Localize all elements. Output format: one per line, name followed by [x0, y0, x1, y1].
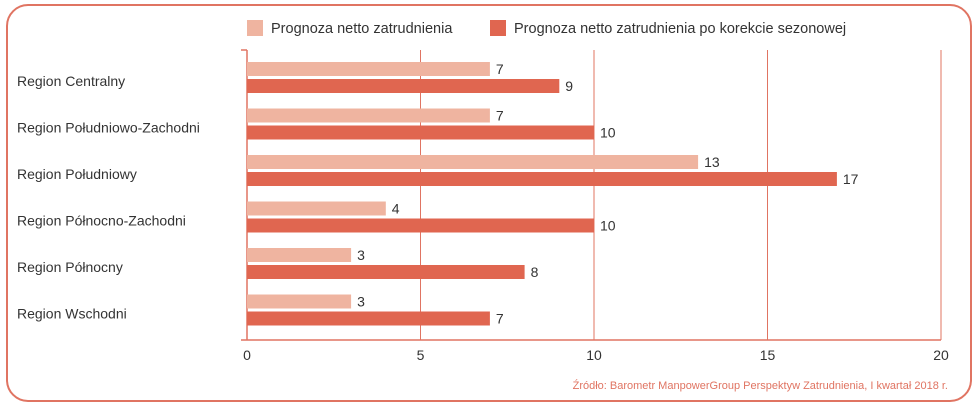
data-label: 7	[496, 311, 504, 327]
data-label: 4	[392, 201, 400, 217]
category-label: Region Wschodni	[17, 306, 127, 322]
data-label: 8	[531, 264, 539, 280]
data-label: 7	[496, 61, 504, 77]
category-label: Region Centralny	[17, 73, 125, 89]
bar	[247, 218, 594, 233]
category-label: Region Północny	[17, 259, 123, 275]
bar	[247, 311, 490, 326]
x-tick-label: 10	[586, 347, 602, 363]
category-label: Region Północno-Zachodni	[17, 213, 186, 229]
source-note: Źródło: Barometr ManpowerGroup Perspekty…	[573, 379, 948, 392]
x-tick-label: 5	[417, 347, 425, 363]
bar	[247, 108, 490, 123]
bar	[247, 155, 699, 169]
bar	[247, 294, 352, 309]
legend-label: Prognoza netto zatrudnienia	[271, 21, 453, 37]
data-label: 9	[565, 78, 573, 94]
data-label: 10	[600, 125, 616, 141]
data-label: 13	[704, 154, 720, 170]
legend-swatch	[247, 20, 263, 36]
bar	[247, 62, 490, 76]
data-label: 7	[496, 108, 504, 124]
category-label: Region Południowy	[17, 166, 137, 182]
data-label: 3	[357, 247, 365, 263]
chart-frame	[6, 4, 972, 402]
legend-swatch	[490, 20, 506, 36]
x-tick-label: 0	[243, 347, 251, 363]
data-label: 10	[600, 218, 616, 234]
bar	[247, 248, 352, 262]
bar	[247, 125, 594, 140]
data-label: 3	[357, 294, 365, 310]
legend-label: Prognoza netto zatrudnienia po korekcie …	[514, 21, 846, 37]
category-label: Region Południowo-Zachodni	[17, 120, 200, 136]
bar	[247, 172, 837, 186]
bar	[247, 79, 560, 93]
bar	[247, 265, 525, 279]
bar	[247, 201, 386, 216]
data-label: 17	[843, 171, 859, 187]
x-tick-label: 20	[933, 347, 949, 363]
x-tick-label: 15	[760, 347, 776, 363]
